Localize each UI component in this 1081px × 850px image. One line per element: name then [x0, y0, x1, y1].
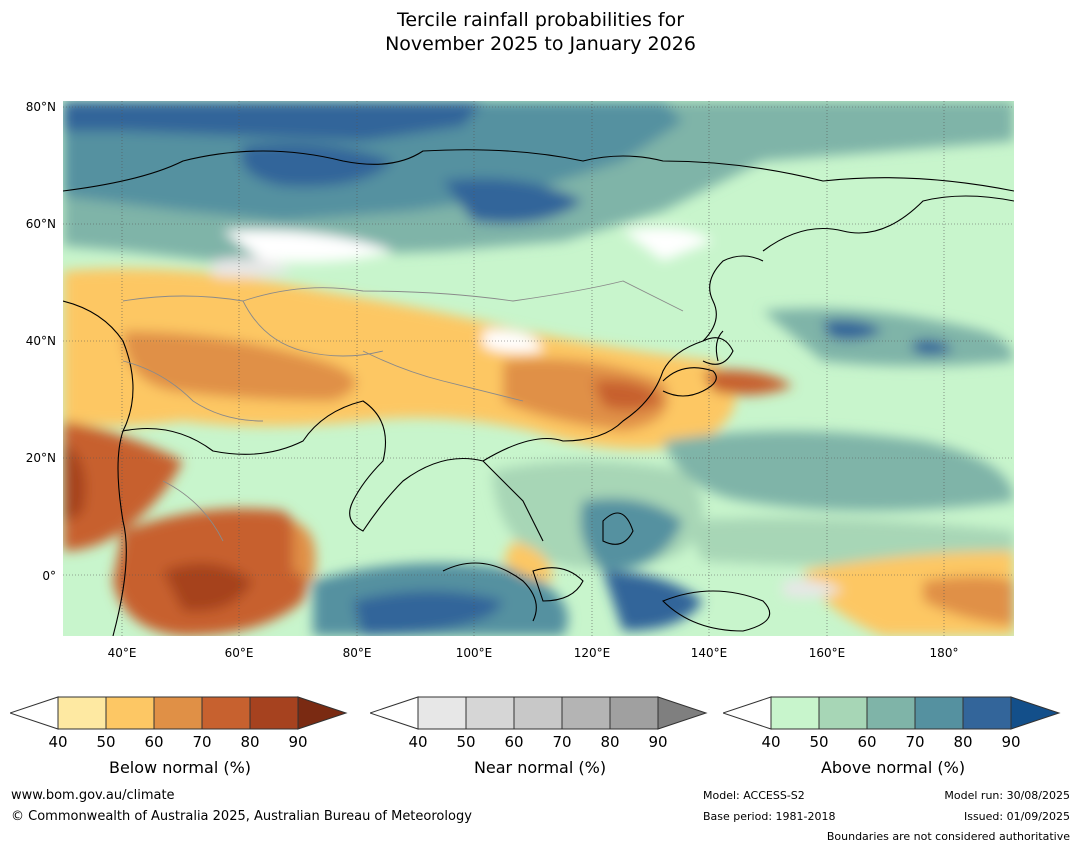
copyright-notice: © Commonwealth of Australia 2025, Austra…	[11, 809, 472, 824]
colorbar-tick-label: 60	[504, 733, 523, 751]
colorbar-title-below-normal: Below normal (%)	[108, 758, 252, 777]
colorbar-tick-label: 60	[857, 733, 876, 751]
colorbar-max-extension	[297, 696, 348, 730]
lon-label-80e: 80°E	[342, 646, 372, 660]
colorbar-segment	[818, 696, 868, 730]
colorbar-segment	[914, 696, 964, 730]
lon-label-140e: 140°E	[690, 646, 728, 660]
colorbar-tick-label: 60	[144, 733, 163, 751]
colorbar-segment	[153, 696, 203, 730]
colorbar-tick-label: 40	[408, 733, 427, 751]
graticule	[63, 101, 1014, 636]
colorbar-tick-label: 40	[48, 733, 67, 751]
map-title: Tercile rainfall probabilities for Novem…	[0, 8, 1081, 56]
colorbar-max-extension	[1010, 696, 1061, 730]
title-line-1: Tercile rainfall probabilities for	[396, 9, 685, 31]
colorbar-tick-label: 70	[192, 733, 211, 751]
colorbar-max-extension	[657, 696, 708, 730]
colorbar-below-normal: 40 50 60 70 80 90	[10, 696, 348, 751]
colorbar-tick-label: 50	[809, 733, 828, 751]
colorbar-segment	[465, 696, 515, 730]
title-line-2: November 2025 to January 2026	[385, 33, 696, 55]
lon-label-100e: 100°E	[455, 646, 493, 660]
country-boundaries	[122, 280, 684, 542]
rainfall-probability-map	[63, 101, 1014, 636]
colorbar-segment	[962, 696, 1012, 730]
colorbar-title-above-normal: Above normal (%)	[820, 758, 966, 777]
lat-label-40n: 40°N	[25, 334, 56, 348]
colorbar-title-near-normal: Near normal (%)	[473, 758, 607, 777]
colorbar-segment	[249, 696, 299, 730]
colorbar-tick-label: 90	[1001, 733, 1020, 751]
colorbar-segment	[201, 696, 251, 730]
lat-label-20n: 20°N	[25, 451, 56, 465]
colorbar-segment	[609, 696, 659, 730]
colorbar-tick-label: 90	[288, 733, 307, 751]
colorbar-tick-label: 50	[456, 733, 475, 751]
base-period: Base period: 1981-2018	[703, 810, 836, 823]
colorbar-tick-label: 80	[953, 733, 972, 751]
colorbar-tick-label: 70	[552, 733, 571, 751]
colorbar-segment	[513, 696, 563, 730]
lon-label-180: 180°	[929, 646, 959, 660]
boundaries-disclaimer: Boundaries are not considered authoritat…	[826, 830, 1070, 843]
website-link[interactable]: www.bom.gov.au/climate	[11, 788, 175, 803]
model-name: Model: ACCESS-S2	[703, 789, 805, 802]
colorbar-segment	[770, 696, 820, 730]
lat-label-60n: 60°N	[25, 217, 56, 231]
colorbar-segment	[866, 696, 916, 730]
colorbar-tick-label: 70	[905, 733, 924, 751]
colorbar-tick-label: 40	[761, 733, 780, 751]
colorbar-min-extension	[370, 696, 419, 730]
colorbar-tick-label: 90	[648, 733, 667, 751]
colorbar-above-normal: 40 50 60 70 80 90	[723, 696, 1061, 751]
colorbar-tick-label: 80	[240, 733, 259, 751]
colorbar-segment	[105, 696, 155, 730]
lat-label-80n: 80°N	[25, 100, 56, 114]
colorbar-segment	[561, 696, 611, 730]
model-run-date: Model run: 30/08/2025	[944, 789, 1070, 802]
colorbar-min-extension	[723, 696, 772, 730]
lon-label-120e: 120°E	[573, 646, 611, 660]
colorbar-near-normal: 40 50 60 70 80 90	[370, 696, 708, 751]
coastlines	[63, 149, 1014, 636]
lat-label-0: 0°	[42, 569, 56, 583]
colorbar-segment	[417, 696, 467, 730]
issued-date: Issued: 01/09/2025	[963, 810, 1070, 823]
colorbar-min-extension	[10, 696, 59, 730]
probability-field	[63, 101, 1014, 636]
lon-label-40e: 40°E	[107, 646, 137, 660]
lon-label-60e: 60°E	[224, 646, 254, 660]
colorbar-tick-label: 50	[96, 733, 115, 751]
colorbar-segment	[57, 696, 107, 730]
colorbar-tick-label: 80	[600, 733, 619, 751]
lon-label-160e: 160°E	[808, 646, 846, 660]
